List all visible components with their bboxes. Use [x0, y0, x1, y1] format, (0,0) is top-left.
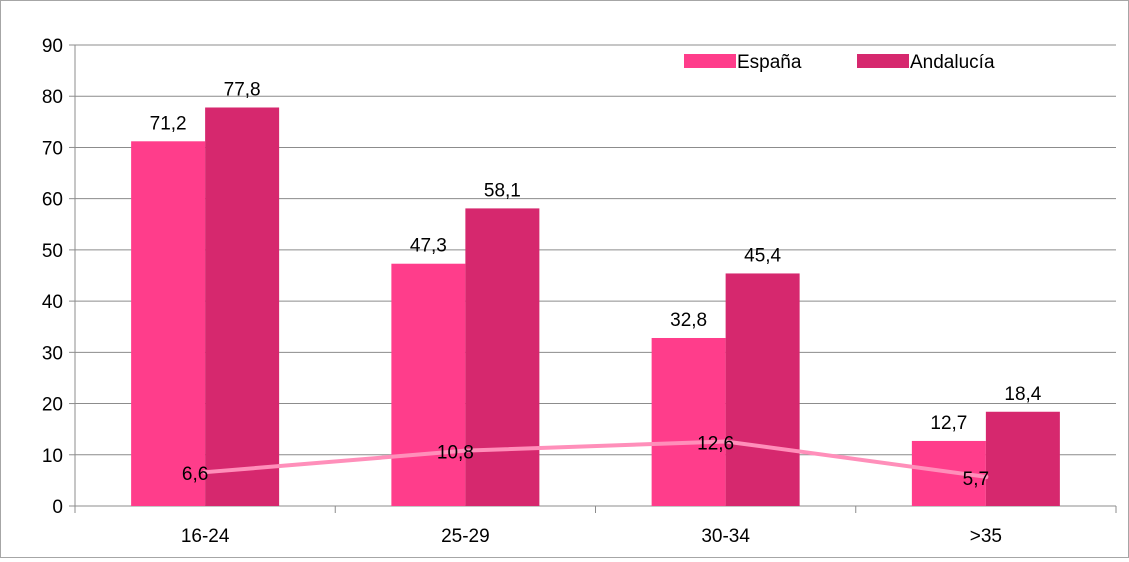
data-label: 12,7	[930, 413, 967, 434]
data-label: 77,8	[224, 79, 261, 100]
bar-espana	[391, 263, 466, 506]
y-tick-label: 50	[42, 241, 63, 262]
data-label: 47,3	[410, 236, 447, 257]
y-tick-label: 90	[42, 36, 63, 57]
y-tick-label: 0	[52, 497, 63, 518]
y-tick-label: 60	[42, 190, 63, 211]
y-tick-label: 70	[42, 138, 63, 159]
line-data-label: 5,7	[963, 469, 989, 490]
y-tick-label: 20	[42, 395, 63, 416]
legend-swatch-andalucia	[857, 54, 909, 68]
line-point	[723, 438, 729, 444]
y-tick-label: 30	[42, 343, 63, 364]
bar-andalucia	[725, 273, 800, 506]
legend-swatch-espana	[684, 54, 736, 68]
legend: España Andalucía	[684, 52, 995, 73]
x-tick-label: 30-34	[701, 526, 750, 547]
bar-andalucia	[985, 411, 1060, 506]
y-tick-label: 10	[42, 446, 63, 467]
bar-espana	[651, 337, 726, 506]
x-tick-label: 16-24	[181, 526, 230, 547]
line-data-label: 6,6	[182, 464, 208, 485]
axes: 0 10 20 30 40 50 60 70 80 90 16-24 25-29 30-34 >35	[42, 36, 1117, 547]
y-tick-label: 80	[42, 87, 63, 108]
bars	[131, 107, 1060, 506]
line-point	[983, 474, 989, 480]
line-path	[204, 439, 987, 479]
line-series	[202, 438, 989, 480]
line-point	[202, 469, 208, 475]
data-label: 58,1	[484, 180, 521, 201]
bar-espana	[131, 141, 206, 506]
line-data-label: 12,6	[697, 433, 734, 454]
y-tick-label: 40	[42, 292, 63, 313]
legend-label-espana: España	[737, 52, 802, 73]
data-labels: 71,2 47,3 32,8 12,7 77,8 58,1 45,4 18,4 6,6 10,8 1…	[150, 79, 1042, 489]
data-label: 71,2	[150, 113, 187, 134]
legend-label-andalucia: Andalucía	[910, 52, 995, 73]
data-label: 18,4	[1004, 384, 1041, 405]
x-tick-label: >35	[970, 526, 1002, 547]
bar-andalucia	[465, 208, 540, 506]
line-data-label: 10,8	[437, 443, 474, 464]
data-label: 32,8	[670, 310, 707, 331]
bar-andalucia	[205, 107, 280, 506]
x-tick-label: 25-29	[441, 526, 490, 547]
data-label: 45,4	[744, 245, 781, 266]
line-point	[462, 448, 468, 454]
